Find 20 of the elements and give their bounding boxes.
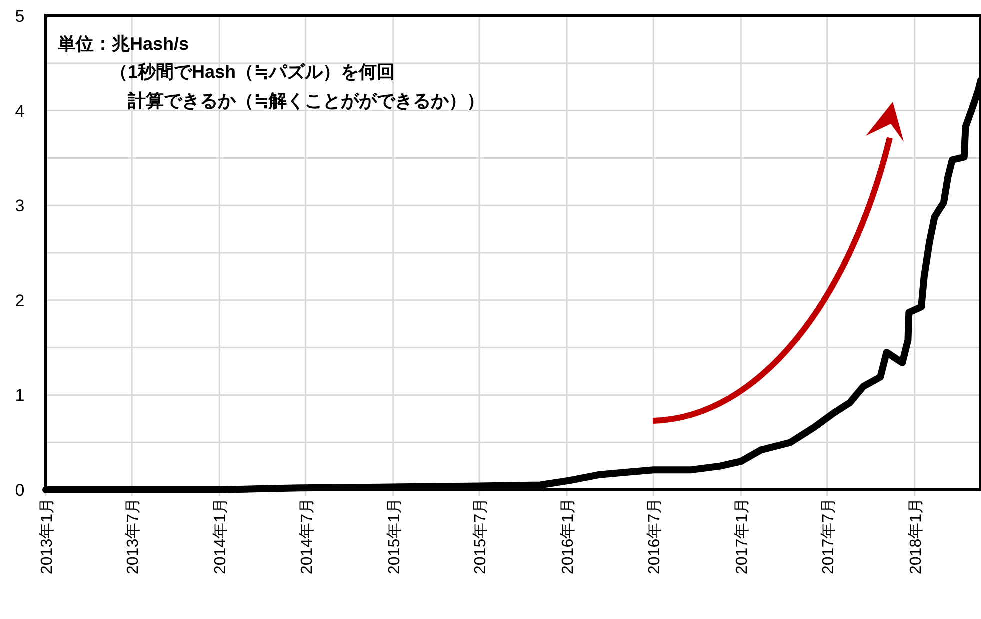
y-tick-label: 2 — [15, 291, 25, 310]
x-tick-label: 2017年1月 — [734, 498, 752, 574]
annotation: 単位：兆Hash/s — [57, 34, 190, 54]
annotation: （1秒間でHash（≒パズル）を何回 — [110, 62, 396, 82]
x-tick-label: 2017年7月 — [820, 498, 838, 574]
x-tick-label: 2013年7月 — [125, 498, 142, 574]
x-tick-label: 2014年1月 — [212, 498, 230, 574]
y-tick-label: 4 — [15, 102, 25, 121]
x-tick-label: 2013年1月 — [39, 498, 56, 574]
annotation: 計算できるか（≒解くことがができるか）） — [127, 91, 486, 111]
y-tick-label: 3 — [15, 196, 25, 216]
x-tick-label: 2014年7月 — [298, 498, 316, 574]
y-tick-label: 0 — [15, 481, 25, 500]
x-tick-label: 2016年7月 — [646, 498, 664, 574]
x-tick-label: 2018年1月 — [908, 498, 925, 574]
x-tick-label: 2016年1月 — [560, 498, 578, 574]
y-tick-label: 1 — [15, 386, 25, 406]
x-tick-label: 2015年1月 — [386, 498, 404, 574]
y-tick-label: 5 — [15, 7, 25, 26]
x-tick-label: 2015年7月 — [472, 498, 490, 574]
